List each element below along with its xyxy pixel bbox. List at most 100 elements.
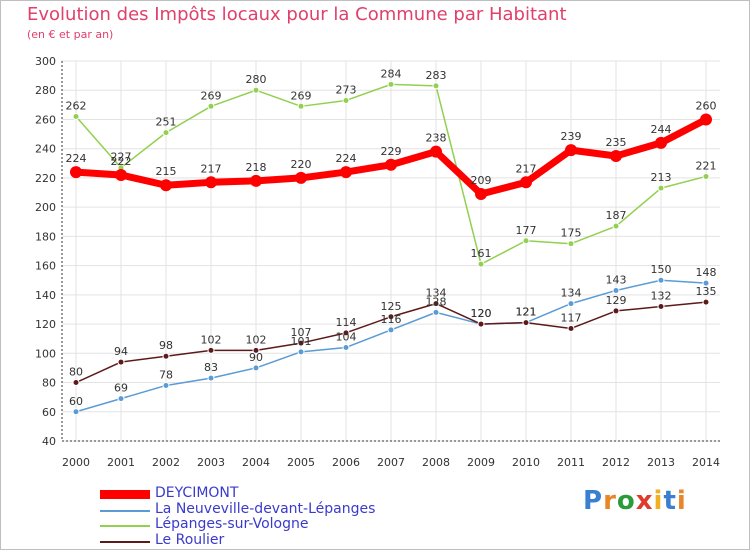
legend-label-la-neuveville: La Neuveville-devant-Lépanges xyxy=(155,501,376,517)
x-tick-label: 2008 xyxy=(422,456,450,469)
legend-label-le-roulier: Le Roulier xyxy=(155,532,225,548)
data-point xyxy=(70,166,82,179)
x-tick-label: 2004 xyxy=(242,456,270,469)
data-label: 69 xyxy=(114,382,128,395)
x-tick-label: 2001 xyxy=(107,456,135,469)
data-point xyxy=(477,320,485,328)
data-label: 229 xyxy=(381,145,402,158)
data-label: 104 xyxy=(336,330,357,343)
data-point xyxy=(295,171,307,184)
data-point xyxy=(522,237,530,245)
data-label: 120 xyxy=(471,307,492,320)
data-label: 134 xyxy=(561,287,582,300)
data-point xyxy=(252,364,260,372)
x-tick-label: 2006 xyxy=(332,456,360,469)
y-tick-label: 280 xyxy=(35,84,56,97)
data-label: 221 xyxy=(696,159,717,172)
data-label: 80 xyxy=(69,366,83,379)
data-label: 60 xyxy=(69,395,83,408)
y-tick-label: 60 xyxy=(42,406,56,419)
data-point xyxy=(522,319,530,327)
data-point xyxy=(160,179,172,192)
data-point xyxy=(432,308,440,316)
y-tick-label: 200 xyxy=(35,201,56,214)
data-label: 215 xyxy=(156,165,177,178)
logo-letter: o xyxy=(616,486,636,516)
data-point xyxy=(432,300,440,308)
data-label: 235 xyxy=(606,136,627,149)
data-label: 220 xyxy=(291,158,312,171)
data-label: 269 xyxy=(291,89,312,102)
data-label: 94 xyxy=(114,345,128,358)
data-point xyxy=(387,313,395,321)
data-label: 217 xyxy=(516,162,537,175)
legend-label-deycimont: DEYCIMONT xyxy=(155,485,239,501)
data-label: 90 xyxy=(249,351,263,364)
data-point xyxy=(432,82,440,90)
data-point xyxy=(565,144,577,157)
data-label: 98 xyxy=(159,339,173,352)
data-label: 177 xyxy=(516,224,537,237)
data-point xyxy=(342,96,350,104)
data-point xyxy=(250,174,262,187)
data-label: 222 xyxy=(111,155,132,168)
x-tick-label: 2000 xyxy=(62,456,90,469)
data-label: 227 xyxy=(111,151,132,164)
data-point xyxy=(657,303,665,311)
data-label: 148 xyxy=(696,266,717,279)
data-label: 251 xyxy=(156,116,177,129)
data-point xyxy=(655,136,667,149)
data-point xyxy=(252,346,260,354)
data-point xyxy=(385,158,397,171)
data-label: 143 xyxy=(606,273,627,286)
x-tick-label: 2011 xyxy=(557,456,585,469)
data-label: 134 xyxy=(426,287,447,300)
logo-letter: r xyxy=(603,486,617,516)
data-label: 114 xyxy=(336,316,357,329)
data-point xyxy=(297,348,305,356)
logo-letter: i xyxy=(676,486,687,516)
data-point xyxy=(657,184,665,192)
data-point xyxy=(72,408,80,416)
data-label: 117 xyxy=(561,311,582,324)
data-point xyxy=(162,381,170,389)
data-label: 283 xyxy=(426,69,447,82)
data-point xyxy=(610,150,622,162)
data-label: 262 xyxy=(66,100,87,113)
data-point xyxy=(207,102,215,110)
data-label: 125 xyxy=(381,300,402,313)
data-point xyxy=(207,374,215,382)
proxiti-logo: Proxiti xyxy=(583,486,687,516)
logo-letter: i xyxy=(653,486,664,516)
data-label: 273 xyxy=(336,83,357,96)
data-point xyxy=(567,240,575,248)
data-label: 128 xyxy=(426,295,447,308)
data-label: 175 xyxy=(561,227,582,240)
data-label: 150 xyxy=(651,263,672,276)
legend-label-lepanges: Lépanges-sur-Vologne xyxy=(155,516,309,532)
data-label: 187 xyxy=(606,209,627,222)
data-point xyxy=(297,339,305,347)
logo-letter: P xyxy=(583,486,604,516)
x-tick-label: 2002 xyxy=(152,456,180,469)
data-label: 239 xyxy=(561,130,582,143)
data-label: 107 xyxy=(291,326,312,339)
chart-title: Evolution des Impôts locaux pour la Comm… xyxy=(27,4,567,25)
data-label: 217 xyxy=(201,162,222,175)
x-tick-label: 2005 xyxy=(287,456,315,469)
data-point xyxy=(342,329,350,337)
data-label: 284 xyxy=(381,67,402,80)
data-label: 132 xyxy=(651,290,672,303)
y-tick-label: 240 xyxy=(35,143,56,156)
logo-letter: t xyxy=(663,486,677,516)
y-tick-label: 120 xyxy=(35,318,56,331)
legend-swatch-la-neuveville xyxy=(100,510,150,512)
data-point xyxy=(117,395,125,403)
y-tick-label: 300 xyxy=(35,55,56,68)
x-tick-label: 2010 xyxy=(512,456,540,469)
data-label: 260 xyxy=(696,99,717,112)
data-label: 129 xyxy=(606,294,627,307)
data-label: 78 xyxy=(159,368,173,381)
data-label: 213 xyxy=(651,171,672,184)
